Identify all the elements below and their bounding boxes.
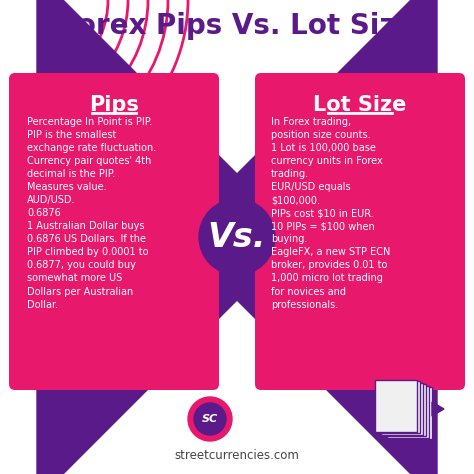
Text: Percentage In Point is PIP.
PIP is the smallest
exchange rate fluctuation.
Curre: Percentage In Point is PIP. PIP is the s…: [27, 117, 156, 310]
Circle shape: [188, 397, 232, 441]
Circle shape: [194, 403, 226, 435]
Text: Pips: Pips: [89, 95, 139, 115]
FancyBboxPatch shape: [384, 384, 426, 436]
FancyBboxPatch shape: [9, 73, 219, 390]
FancyBboxPatch shape: [390, 387, 432, 439]
Text: Vs.: Vs.: [208, 220, 266, 254]
FancyBboxPatch shape: [375, 380, 417, 431]
FancyBboxPatch shape: [378, 381, 420, 433]
Polygon shape: [37, 0, 437, 474]
Text: In Forex trading,
position size counts.
1 Lot is 100,000 base
currency units in : In Forex trading, position size counts. …: [271, 117, 391, 310]
Text: SC: SC: [202, 414, 218, 424]
Circle shape: [199, 199, 275, 275]
Text: Lot Size: Lot Size: [313, 95, 407, 115]
Text: Forex Pips Vs. Lot Size: Forex Pips Vs. Lot Size: [59, 12, 415, 40]
FancyBboxPatch shape: [387, 385, 429, 438]
Polygon shape: [432, 402, 444, 416]
Text: streetcurrencies.com: streetcurrencies.com: [174, 449, 300, 462]
FancyBboxPatch shape: [255, 73, 465, 390]
FancyBboxPatch shape: [381, 383, 423, 435]
Polygon shape: [37, 0, 437, 474]
